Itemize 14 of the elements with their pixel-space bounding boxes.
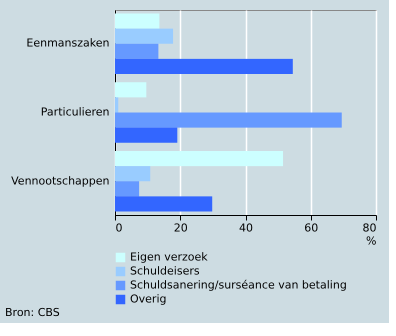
x-tick-label: 20 — [174, 222, 188, 234]
text: Bron: CBS — [5, 306, 60, 319]
y-tick-label: Eenmanszaken — [26, 36, 110, 50]
y-tick-label: Particulieren — [40, 106, 110, 118]
x-axis-title: % — [366, 234, 376, 248]
legend-label: Schuldsanering/surséance van betaling — [130, 278, 347, 292]
x-tick-label: 40 — [239, 222, 253, 234]
y-tick-label: Vennootschappen — [11, 174, 110, 188]
legend-label: Overig — [130, 292, 166, 306]
x-tick-label: 80 — [362, 222, 376, 234]
legend-label: Schuldeisers — [130, 264, 200, 278]
legend-label: Eigen verzoek — [130, 250, 208, 264]
x-tick-label: 60 — [304, 222, 318, 234]
x-tick-label: 0 — [116, 222, 122, 234]
